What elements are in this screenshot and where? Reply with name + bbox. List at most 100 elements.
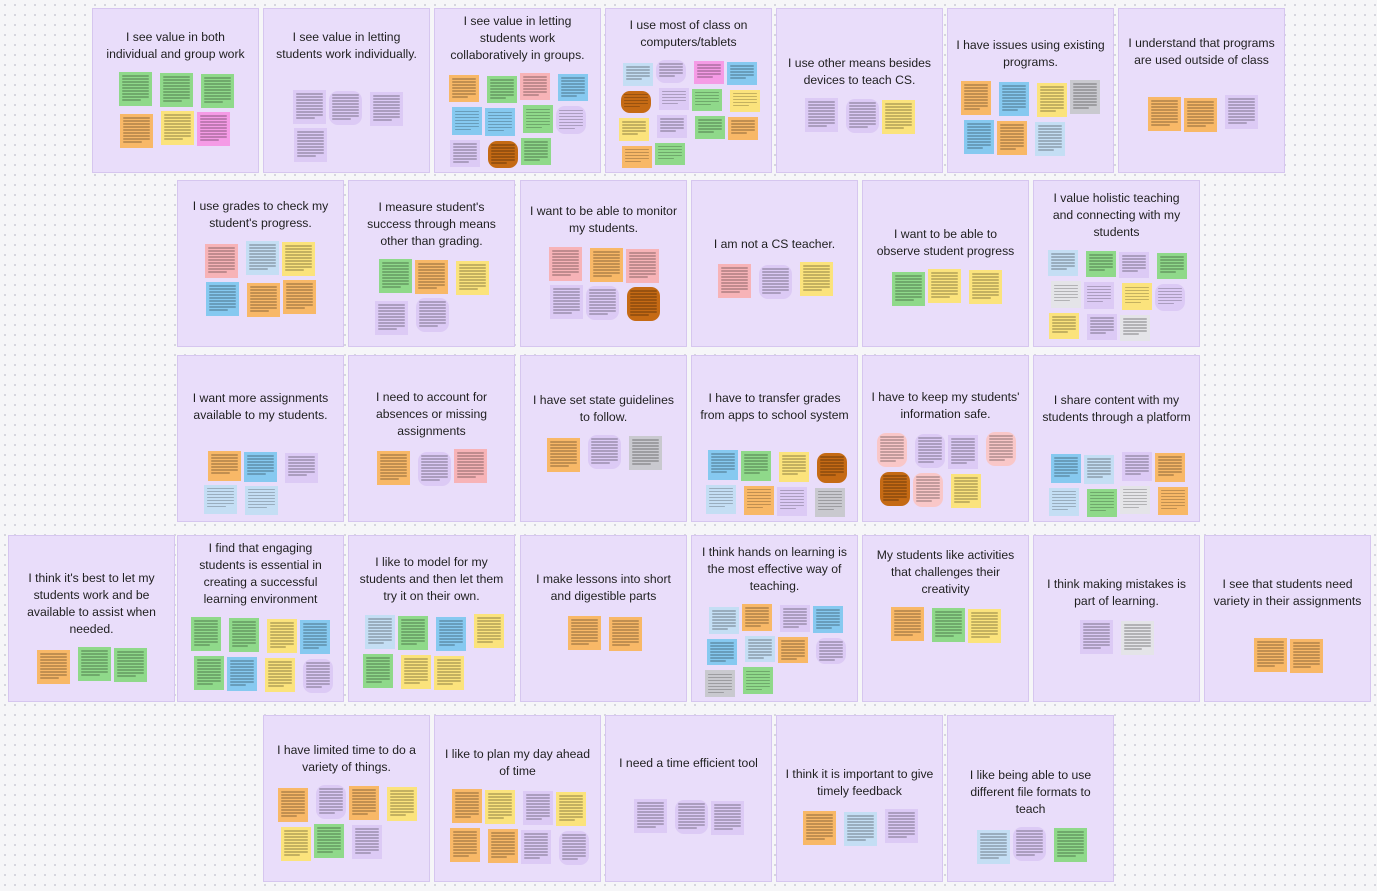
sticky-cluster[interactable]: I want to be able to observe student pro… xyxy=(862,180,1029,347)
sticky-note[interactable] xyxy=(416,298,449,332)
sticky-note[interactable] xyxy=(947,435,978,469)
sticky-note[interactable] xyxy=(37,650,70,684)
sticky-note[interactable] xyxy=(520,830,551,864)
sticky-note[interactable] xyxy=(1050,281,1081,308)
sticky-note[interactable] xyxy=(1047,250,1078,277)
sticky-note[interactable] xyxy=(588,435,621,469)
cluster-title[interactable]: I see that students need variety in thei… xyxy=(1213,577,1362,608)
sticky-cluster[interactable]: I think hands on learning is the most ef… xyxy=(691,535,858,702)
sticky-note[interactable] xyxy=(815,637,846,665)
sticky-cluster[interactable]: I understand that programs are used outs… xyxy=(1118,8,1285,173)
sticky-note[interactable] xyxy=(634,799,667,833)
sticky-cluster[interactable]: I see value in letting students work ind… xyxy=(263,8,430,173)
cluster-title[interactable]: I like to plan my day ahead of time xyxy=(445,747,590,778)
sticky-cluster[interactable]: I see that students need variety in thei… xyxy=(1204,535,1371,702)
cluster-title[interactable]: I have to keep my students' information … xyxy=(871,390,1020,421)
sticky-note[interactable] xyxy=(283,280,316,314)
cluster-title[interactable]: I have limited time to do a variety of t… xyxy=(277,743,416,774)
sticky-note[interactable] xyxy=(622,63,653,86)
cluster-title[interactable]: I see value in letting students work col… xyxy=(450,14,585,62)
sticky-cluster[interactable]: I use most of class on computers/tablets xyxy=(605,8,772,173)
cluster-title[interactable]: I use most of class on computers/tablets xyxy=(629,18,748,49)
sticky-note[interactable] xyxy=(201,74,234,108)
sticky-note[interactable] xyxy=(1154,453,1185,482)
sticky-cluster[interactable]: I measure student's success through mean… xyxy=(348,180,515,347)
sticky-note[interactable] xyxy=(487,829,518,863)
sticky-note[interactable] xyxy=(694,116,725,139)
sticky-note[interactable] xyxy=(1086,313,1117,340)
sticky-note[interactable] xyxy=(985,432,1016,466)
cluster-title[interactable]: I think making mistakes is part of learn… xyxy=(1047,577,1186,608)
sticky-note[interactable] xyxy=(996,121,1027,155)
sticky-note[interactable] xyxy=(247,283,280,317)
sticky-note[interactable] xyxy=(1119,314,1150,341)
sticky-note[interactable] xyxy=(277,788,308,822)
cluster-title[interactable]: I think hands on learning is the most ef… xyxy=(702,545,847,593)
sticky-note[interactable] xyxy=(119,72,152,106)
sticky-cluster[interactable]: I have to keep my students' information … xyxy=(862,355,1029,522)
sticky-note[interactable] xyxy=(1184,98,1217,132)
sticky-note[interactable] xyxy=(803,811,836,845)
sticky-note[interactable] xyxy=(1054,828,1087,862)
sticky-note[interactable] xyxy=(549,247,582,281)
sticky-note[interactable] xyxy=(740,451,771,481)
sticky-cluster[interactable]: I want to be able to monitor my students… xyxy=(520,180,687,347)
sticky-cluster[interactable]: My students like activities that challen… xyxy=(862,535,1029,702)
cluster-title[interactable]: I am not a CS teacher. xyxy=(713,237,836,251)
sticky-cluster[interactable]: I need to account for absences or missin… xyxy=(348,355,515,522)
sticky-note[interactable] xyxy=(547,438,580,472)
sticky-note[interactable] xyxy=(846,99,879,133)
sticky-note[interactable] xyxy=(351,825,382,859)
cluster-title[interactable]: I see value in letting students work ind… xyxy=(276,30,417,61)
sticky-cluster[interactable]: I like to model for my students and then… xyxy=(348,535,515,702)
sticky-note[interactable] xyxy=(473,614,504,648)
sticky-note[interactable] xyxy=(998,82,1029,116)
sticky-note[interactable] xyxy=(522,105,553,133)
sticky-note[interactable] xyxy=(812,606,843,633)
sticky-note[interactable] xyxy=(912,473,943,507)
sticky-note[interactable] xyxy=(375,301,408,335)
sticky-note[interactable] xyxy=(519,73,550,101)
sticky-note[interactable] xyxy=(484,108,515,136)
sticky-note[interactable] xyxy=(844,812,877,846)
sticky-note[interactable] xyxy=(282,242,315,276)
sticky-note[interactable] xyxy=(555,106,586,134)
sticky-note[interactable] xyxy=(656,115,687,138)
sticky-note[interactable] xyxy=(1036,83,1067,117)
sticky-cluster[interactable]: I use other means besides devices to tea… xyxy=(776,8,943,173)
sticky-note[interactable] xyxy=(487,140,518,168)
sticky-cluster[interactable]: I like to plan my day ahead of time xyxy=(434,715,601,882)
sticky-cluster[interactable]: I see value in both individual and group… xyxy=(92,8,259,173)
cluster-title[interactable]: I make lessons into short and digestible… xyxy=(536,572,671,603)
sticky-note[interactable] xyxy=(1157,486,1188,515)
sticky-note[interactable] xyxy=(246,241,279,275)
sticky-note[interactable] xyxy=(706,638,737,666)
cluster-title[interactable]: I have to transfer grades from apps to s… xyxy=(700,391,849,422)
sticky-note[interactable] xyxy=(693,61,724,84)
sticky-note[interactable] xyxy=(244,452,277,482)
sticky-note[interactable] xyxy=(567,616,601,650)
sticky-note[interactable] xyxy=(190,617,221,651)
cluster-title[interactable]: I use other means besides devices to tea… xyxy=(788,56,931,87)
sticky-cluster[interactable]: I share content with my students through… xyxy=(1033,355,1200,522)
sticky-note[interactable] xyxy=(1048,487,1079,516)
sticky-note[interactable] xyxy=(800,262,833,296)
cluster-title[interactable]: I see value in both individual and group… xyxy=(106,30,245,61)
sticky-note[interactable] xyxy=(266,619,297,653)
sticky-note[interactable] xyxy=(415,260,448,294)
sticky-note[interactable] xyxy=(1148,97,1181,131)
sticky-note[interactable] xyxy=(963,120,994,154)
sticky-note[interactable] xyxy=(742,667,773,694)
sticky-note[interactable] xyxy=(586,286,619,320)
sticky-note[interactable] xyxy=(193,656,224,690)
sticky-cluster[interactable]: I think it's best to let my students wor… xyxy=(8,535,175,702)
sticky-note[interactable] xyxy=(1083,282,1114,309)
sticky-note[interactable] xyxy=(1079,620,1113,654)
sticky-note[interactable] xyxy=(675,800,708,834)
sticky-note[interactable] xyxy=(879,472,910,506)
sticky-note[interactable] xyxy=(711,801,744,835)
sticky-note[interactable] xyxy=(451,107,482,135)
cluster-title[interactable]: I think it's best to let my students wor… xyxy=(27,571,156,636)
sticky-note[interactable] xyxy=(1154,284,1185,311)
sticky-note[interactable] xyxy=(377,451,410,485)
